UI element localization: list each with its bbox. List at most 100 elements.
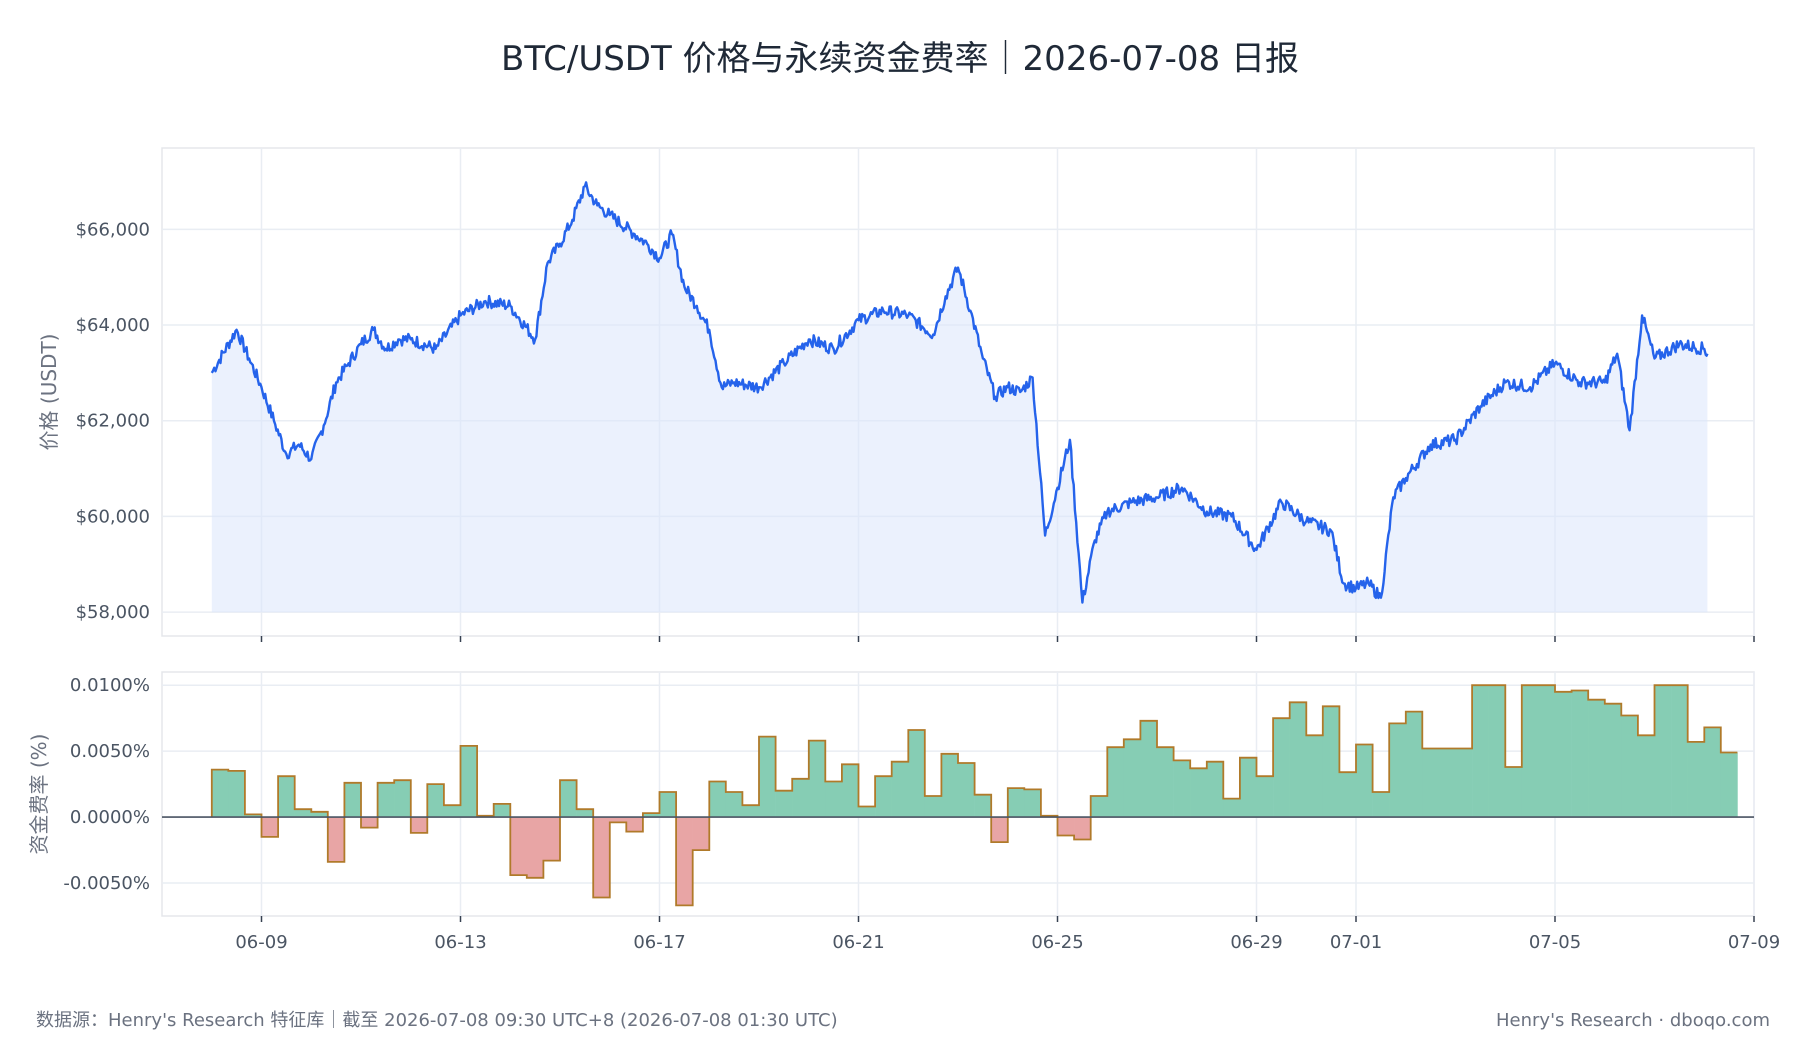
funding-bar (543, 817, 561, 861)
funding-bar (228, 770, 246, 818)
funding-bar (410, 817, 428, 833)
price-y-tick-label: $60,000 (76, 506, 150, 527)
funding-bar (775, 790, 793, 818)
price-x-ticks (260, 636, 1755, 642)
funding-bar (891, 761, 909, 818)
funding-bar (1472, 685, 1489, 818)
funding-bar (1007, 788, 1025, 818)
funding-bar (958, 763, 975, 818)
funding-y-tick-label: 0.0100% (70, 675, 150, 696)
funding-bar (1488, 685, 1506, 818)
price-y-tick-label: $64,000 (76, 315, 150, 336)
funding-bars (211, 685, 1738, 906)
funding-bar (1256, 776, 1274, 818)
funding-bar (841, 764, 859, 818)
funding-bar (1687, 741, 1705, 818)
funding-bar (941, 753, 959, 818)
funding-bar (261, 817, 279, 837)
funding-bar (676, 817, 693, 906)
funding-bar (626, 817, 644, 832)
funding-bar (1621, 715, 1639, 818)
funding-bar (1704, 727, 1722, 818)
funding-bar (377, 782, 395, 818)
funding-x-tick-label: 06-09 (235, 932, 287, 953)
funding-bar (244, 814, 262, 818)
price-panel: $58,000 $60,000 $62,000 $64,000 $66,000 价格 (… (37, 147, 1755, 642)
funding-x-tick-label: 07-09 (1728, 932, 1780, 953)
funding-step-line (210, 684, 1738, 907)
funding-bar (1107, 747, 1125, 818)
funding-bar (908, 730, 926, 818)
funding-y-tick-label: 0.0050% (70, 741, 150, 762)
funding-bar (493, 803, 511, 818)
funding-x-tick-label: 06-17 (633, 932, 685, 953)
funding-bar (1239, 757, 1257, 818)
price-area (211, 182, 1708, 613)
price-y-axis-label: 价格 (USDT) (37, 334, 61, 451)
funding-bar (692, 817, 710, 851)
footer-brand: Henry's Research · dboqo.com (1496, 1010, 1770, 1031)
funding-bar (742, 805, 760, 818)
funding-bar (1090, 795, 1108, 818)
funding-bar (609, 817, 627, 823)
funding-bar (875, 776, 892, 818)
funding-bar (1074, 817, 1091, 840)
price-y-tick-label: $66,000 (76, 219, 150, 240)
footer-source: 数据源：Henry's Research 特征库｜截至 2026-07-08 0… (36, 1010, 838, 1031)
funding-bar (560, 780, 577, 818)
funding-bar (278, 776, 295, 818)
funding-bar (510, 817, 528, 876)
chart-title: BTC/USDT 价格与永续资金费率｜2026-07-08 日报 (501, 39, 1299, 79)
funding-bar (1372, 792, 1390, 818)
funding-x-tick-label: 06-29 (1230, 932, 1282, 953)
funding-bar (1654, 685, 1672, 818)
funding-bar (1571, 690, 1589, 818)
funding-bar (1521, 685, 1539, 818)
funding-bar (1306, 735, 1324, 818)
funding-x-ticks: 06-09 06-13 06-17 06-21 06-25 06-29 07-01 07-05… (235, 916, 1780, 953)
funding-bar (1356, 744, 1373, 818)
funding-bar (1422, 748, 1440, 818)
funding-bar (1223, 798, 1241, 818)
funding-bar (427, 784, 445, 818)
funding-bar (1339, 772, 1357, 818)
funding-bar (1604, 703, 1622, 818)
funding-bar (1173, 760, 1191, 818)
funding-bar (294, 809, 312, 818)
funding-bar (1405, 711, 1423, 818)
funding-panel: -0.0050% 0.0000% 0.0050% 0.0100% 06-09 06-13… (27, 671, 1780, 953)
funding-bar (1555, 691, 1572, 818)
funding-bar (1438, 748, 1456, 818)
funding-bar (460, 745, 478, 818)
funding-x-tick-label: 06-13 (434, 932, 486, 953)
funding-bar (526, 817, 544, 878)
funding-bar (1024, 789, 1042, 818)
funding-bar (642, 813, 660, 818)
funding-bar (1637, 735, 1655, 818)
funding-x-tick-label: 06-21 (832, 932, 884, 953)
price-y-tick-label: $58,000 (76, 602, 150, 623)
funding-bar (974, 794, 992, 818)
funding-bar (759, 736, 776, 818)
funding-bar (725, 792, 743, 818)
funding-bar (825, 781, 843, 818)
funding-bar (808, 740, 826, 818)
funding-bar (1140, 720, 1158, 818)
funding-bar (1322, 706, 1340, 818)
funding-x-tick-label: 07-05 (1529, 932, 1581, 953)
funding-bar (1206, 761, 1224, 818)
funding-x-tick-label: 06-25 (1031, 932, 1083, 953)
funding-bar (1455, 748, 1473, 818)
funding-bar (709, 781, 727, 818)
funding-bar (1720, 752, 1738, 818)
funding-y-tick-label: 0.0000% (70, 807, 150, 828)
funding-bar (858, 806, 876, 818)
price-y-ticks: $58,000 $60,000 $62,000 $64,000 $66,000 (76, 219, 150, 623)
funding-bar (311, 811, 329, 818)
funding-bar (344, 782, 362, 818)
funding-bar (1389, 723, 1407, 818)
funding-bar (576, 809, 594, 818)
funding-bar (1671, 685, 1688, 818)
funding-bar (327, 817, 345, 862)
